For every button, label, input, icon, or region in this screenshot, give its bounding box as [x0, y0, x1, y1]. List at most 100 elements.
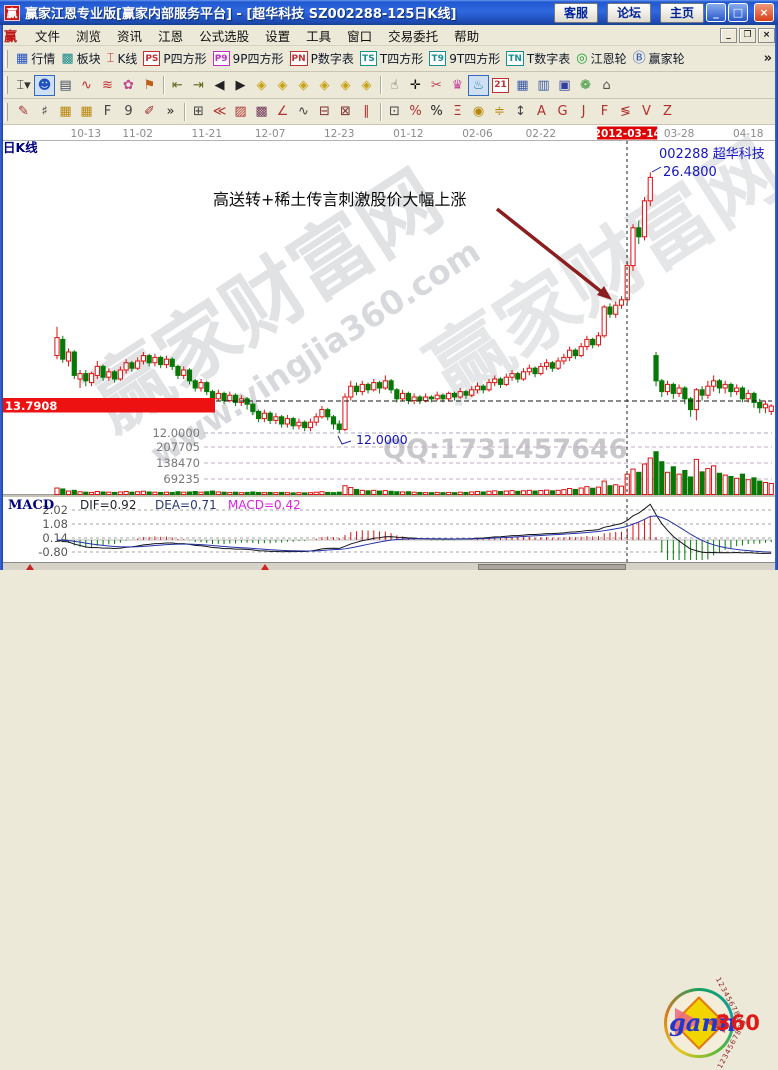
diamond-expand-button[interactable]: ◈: [356, 75, 377, 96]
candle-body: [670, 383, 676, 394]
calendar-button[interactable]: 21: [489, 75, 512, 96]
gold-lines-button[interactable]: ≑: [489, 101, 510, 122]
prev-bar-button[interactable]: ◀: [209, 75, 230, 96]
grid-a-button[interactable]: ⊟: [314, 101, 335, 122]
kline-period-button[interactable]: ⌶▾: [13, 75, 34, 96]
winner-wheel-button[interactable]: Ⓑ 赢家轮: [630, 48, 688, 69]
diamond-left-button[interactable]: ◈: [251, 75, 272, 96]
toolbar-overflow-chevron[interactable]: »: [763, 51, 772, 66]
customer-service-button[interactable]: 客服: [553, 2, 598, 23]
zigzag-button[interactable]: ∿: [293, 101, 314, 122]
gold-circle-button[interactable]: ◉: [468, 101, 489, 122]
square-frame-button[interactable]: ⊞: [188, 101, 209, 122]
last-page-button[interactable]: ⇥: [188, 75, 209, 96]
price-arrow-button[interactable]: ↕: [510, 101, 531, 122]
mind-map-button[interactable]: ♨: [468, 74, 489, 96]
compass-2-button[interactable]: ✐: [139, 101, 160, 122]
t-square-label: T四方形: [379, 52, 424, 66]
parallel-lines-button[interactable]: ∥: [356, 101, 377, 122]
filled-square-button[interactable]: ▨: [230, 101, 251, 122]
child-restore-button[interactable]: ❐: [739, 27, 756, 43]
grid-b-button[interactable]: ⊠: [335, 101, 356, 122]
t-square-button[interactable]: TS T四方形: [357, 48, 426, 69]
next-bar-button[interactable]: ▶: [230, 75, 251, 96]
minimize-button[interactable]: _: [706, 3, 726, 22]
speed-lines-button[interactable]: ≶: [615, 101, 636, 122]
child-close-button[interactable]: ×: [758, 27, 775, 43]
menu-settings[interactable]: 设置: [265, 28, 291, 44]
child-minimize-button[interactable]: _: [720, 27, 737, 43]
kline-button[interactable]: ⌶ K线: [104, 48, 141, 69]
sectors-button[interactable]: ▩ 板块: [58, 48, 103, 69]
menu-window[interactable]: 窗口: [347, 28, 373, 44]
nine-grid-button[interactable]: 9: [118, 101, 139, 122]
menu-browse[interactable]: 浏览: [76, 28, 102, 44]
gann-wheel-button[interactable]: ◎ 江恩轮: [573, 48, 629, 69]
homepage-button[interactable]: 主页: [659, 2, 704, 23]
diamond-cross-button[interactable]: ◈: [314, 75, 335, 96]
percent-button[interactable]: %: [426, 101, 447, 122]
report-button[interactable]: ▤: [55, 75, 76, 96]
gold-grid-2-button[interactable]: ▦: [76, 101, 97, 122]
clip-button[interactable]: ✂: [426, 75, 447, 96]
t9-square-button[interactable]: T9 9T四方形: [426, 48, 503, 69]
macd-panel[interactable]: MACD DIF=0.92 DEA=0.71 MACD=0.42 2.02 1.…: [0, 495, 778, 1070]
flag-button[interactable]: ⚑: [139, 75, 160, 96]
diamond-horizontal-button[interactable]: ◈: [293, 75, 314, 96]
title-bar[interactable]: 赢 赢家江恩专业版[赢家内部服务平台] - [超华科技 SZ002288-125…: [0, 0, 778, 25]
percent-table-button[interactable]: ⊡: [384, 101, 405, 122]
angle-lines-button[interactable]: ∠: [272, 101, 293, 122]
low-pointer-line: [337, 435, 352, 445]
diamond-right-button[interactable]: ◈: [272, 75, 293, 96]
calculator-button[interactable]: ▦: [512, 75, 533, 96]
p-square-button[interactable]: PS P四方形: [140, 48, 209, 69]
z-tool-button[interactable]: Z: [657, 101, 678, 122]
close-button[interactable]: ×: [754, 3, 774, 22]
macd-indicator-label[interactable]: MACD: [8, 498, 55, 513]
drag-hand-button[interactable]: ☝: [384, 75, 405, 96]
shaded-square-button[interactable]: ▩: [251, 101, 272, 122]
remote-pc-button[interactable]: ⌂: [596, 75, 617, 96]
f-tool-button[interactable]: F: [594, 101, 615, 122]
menu-gann[interactable]: 江恩: [158, 28, 184, 44]
seal-button[interactable]: ✿: [118, 75, 139, 96]
trend-multi-button[interactable]: ≋: [97, 75, 118, 96]
j-angle-button[interactable]: J: [573, 101, 594, 122]
fan-lines-button[interactable]: ≪: [209, 101, 230, 122]
fib-grid-button[interactable]: F: [97, 101, 118, 122]
level-lines-button[interactable]: Ξ: [447, 101, 468, 122]
more-tools-button[interactable]: »: [160, 101, 181, 122]
menu-help[interactable]: 帮助: [454, 28, 480, 44]
kline-chart[interactable]: 赢家财富网 赢家财富网 www.yingjia360.com QQ:173145…: [0, 125, 778, 495]
menu-news[interactable]: 资讯: [117, 28, 143, 44]
quotes-button[interactable]: ▦ 行情: [13, 48, 58, 69]
bottom-scrollbar[interactable]: [0, 562, 778, 570]
diamond-vertical-button[interactable]: ◈: [335, 75, 356, 96]
menu-formula-stock-pick[interactable]: 公式选股: [199, 28, 250, 44]
p9-square-button[interactable]: P9 9P四方形: [210, 48, 287, 69]
compass-button[interactable]: ✎: [13, 101, 34, 122]
save-button[interactable]: ▣: [554, 75, 575, 96]
macd-macd-value: MACD=0.42: [228, 498, 301, 512]
menu-trade-entrust[interactable]: 交易委托: [388, 28, 439, 44]
refresh-data-button[interactable]: ❁: [575, 75, 596, 96]
first-page-button[interactable]: ⇤: [167, 75, 188, 96]
g-tool-button[interactable]: G: [552, 101, 573, 122]
user-button[interactable]: ☻: [34, 74, 55, 96]
maximize-button[interactable]: □: [728, 3, 748, 22]
percent-red-button[interactable]: %: [405, 101, 426, 122]
menu-file[interactable]: 文件: [35, 28, 61, 44]
gold-grid-1-button[interactable]: ▦: [55, 101, 76, 122]
gann-grid-button[interactable]: ♯: [34, 101, 55, 122]
a-lines-button[interactable]: A: [531, 101, 552, 122]
crown-button[interactable]: ♛: [447, 75, 468, 96]
trend-small-button[interactable]: ∿: [76, 75, 97, 96]
p-number-button[interactable]: PN P数字表: [287, 48, 357, 69]
scrollbar-thumb[interactable]: [478, 564, 626, 570]
forum-button[interactable]: 论坛: [606, 2, 651, 23]
menu-tools[interactable]: 工具: [306, 28, 332, 44]
notebook-button[interactable]: ▥: [533, 75, 554, 96]
t-number-button[interactable]: TN T数字表: [503, 48, 573, 69]
crosshair-button[interactable]: ✛: [405, 75, 426, 96]
v-tool-button[interactable]: V: [636, 101, 657, 122]
